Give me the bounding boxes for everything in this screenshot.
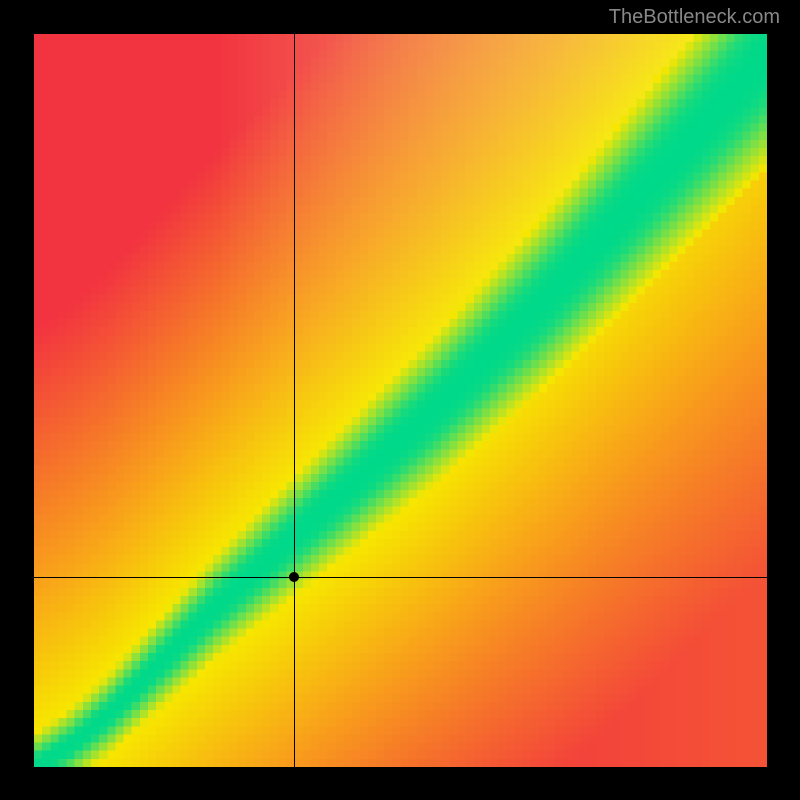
heatmap-canvas	[34, 34, 767, 767]
plot-area	[34, 34, 767, 767]
bottleneck-marker	[289, 572, 299, 582]
watermark-text: TheBottleneck.com	[609, 6, 780, 29]
crosshair-horizontal	[34, 577, 767, 578]
crosshair-vertical	[294, 34, 295, 767]
